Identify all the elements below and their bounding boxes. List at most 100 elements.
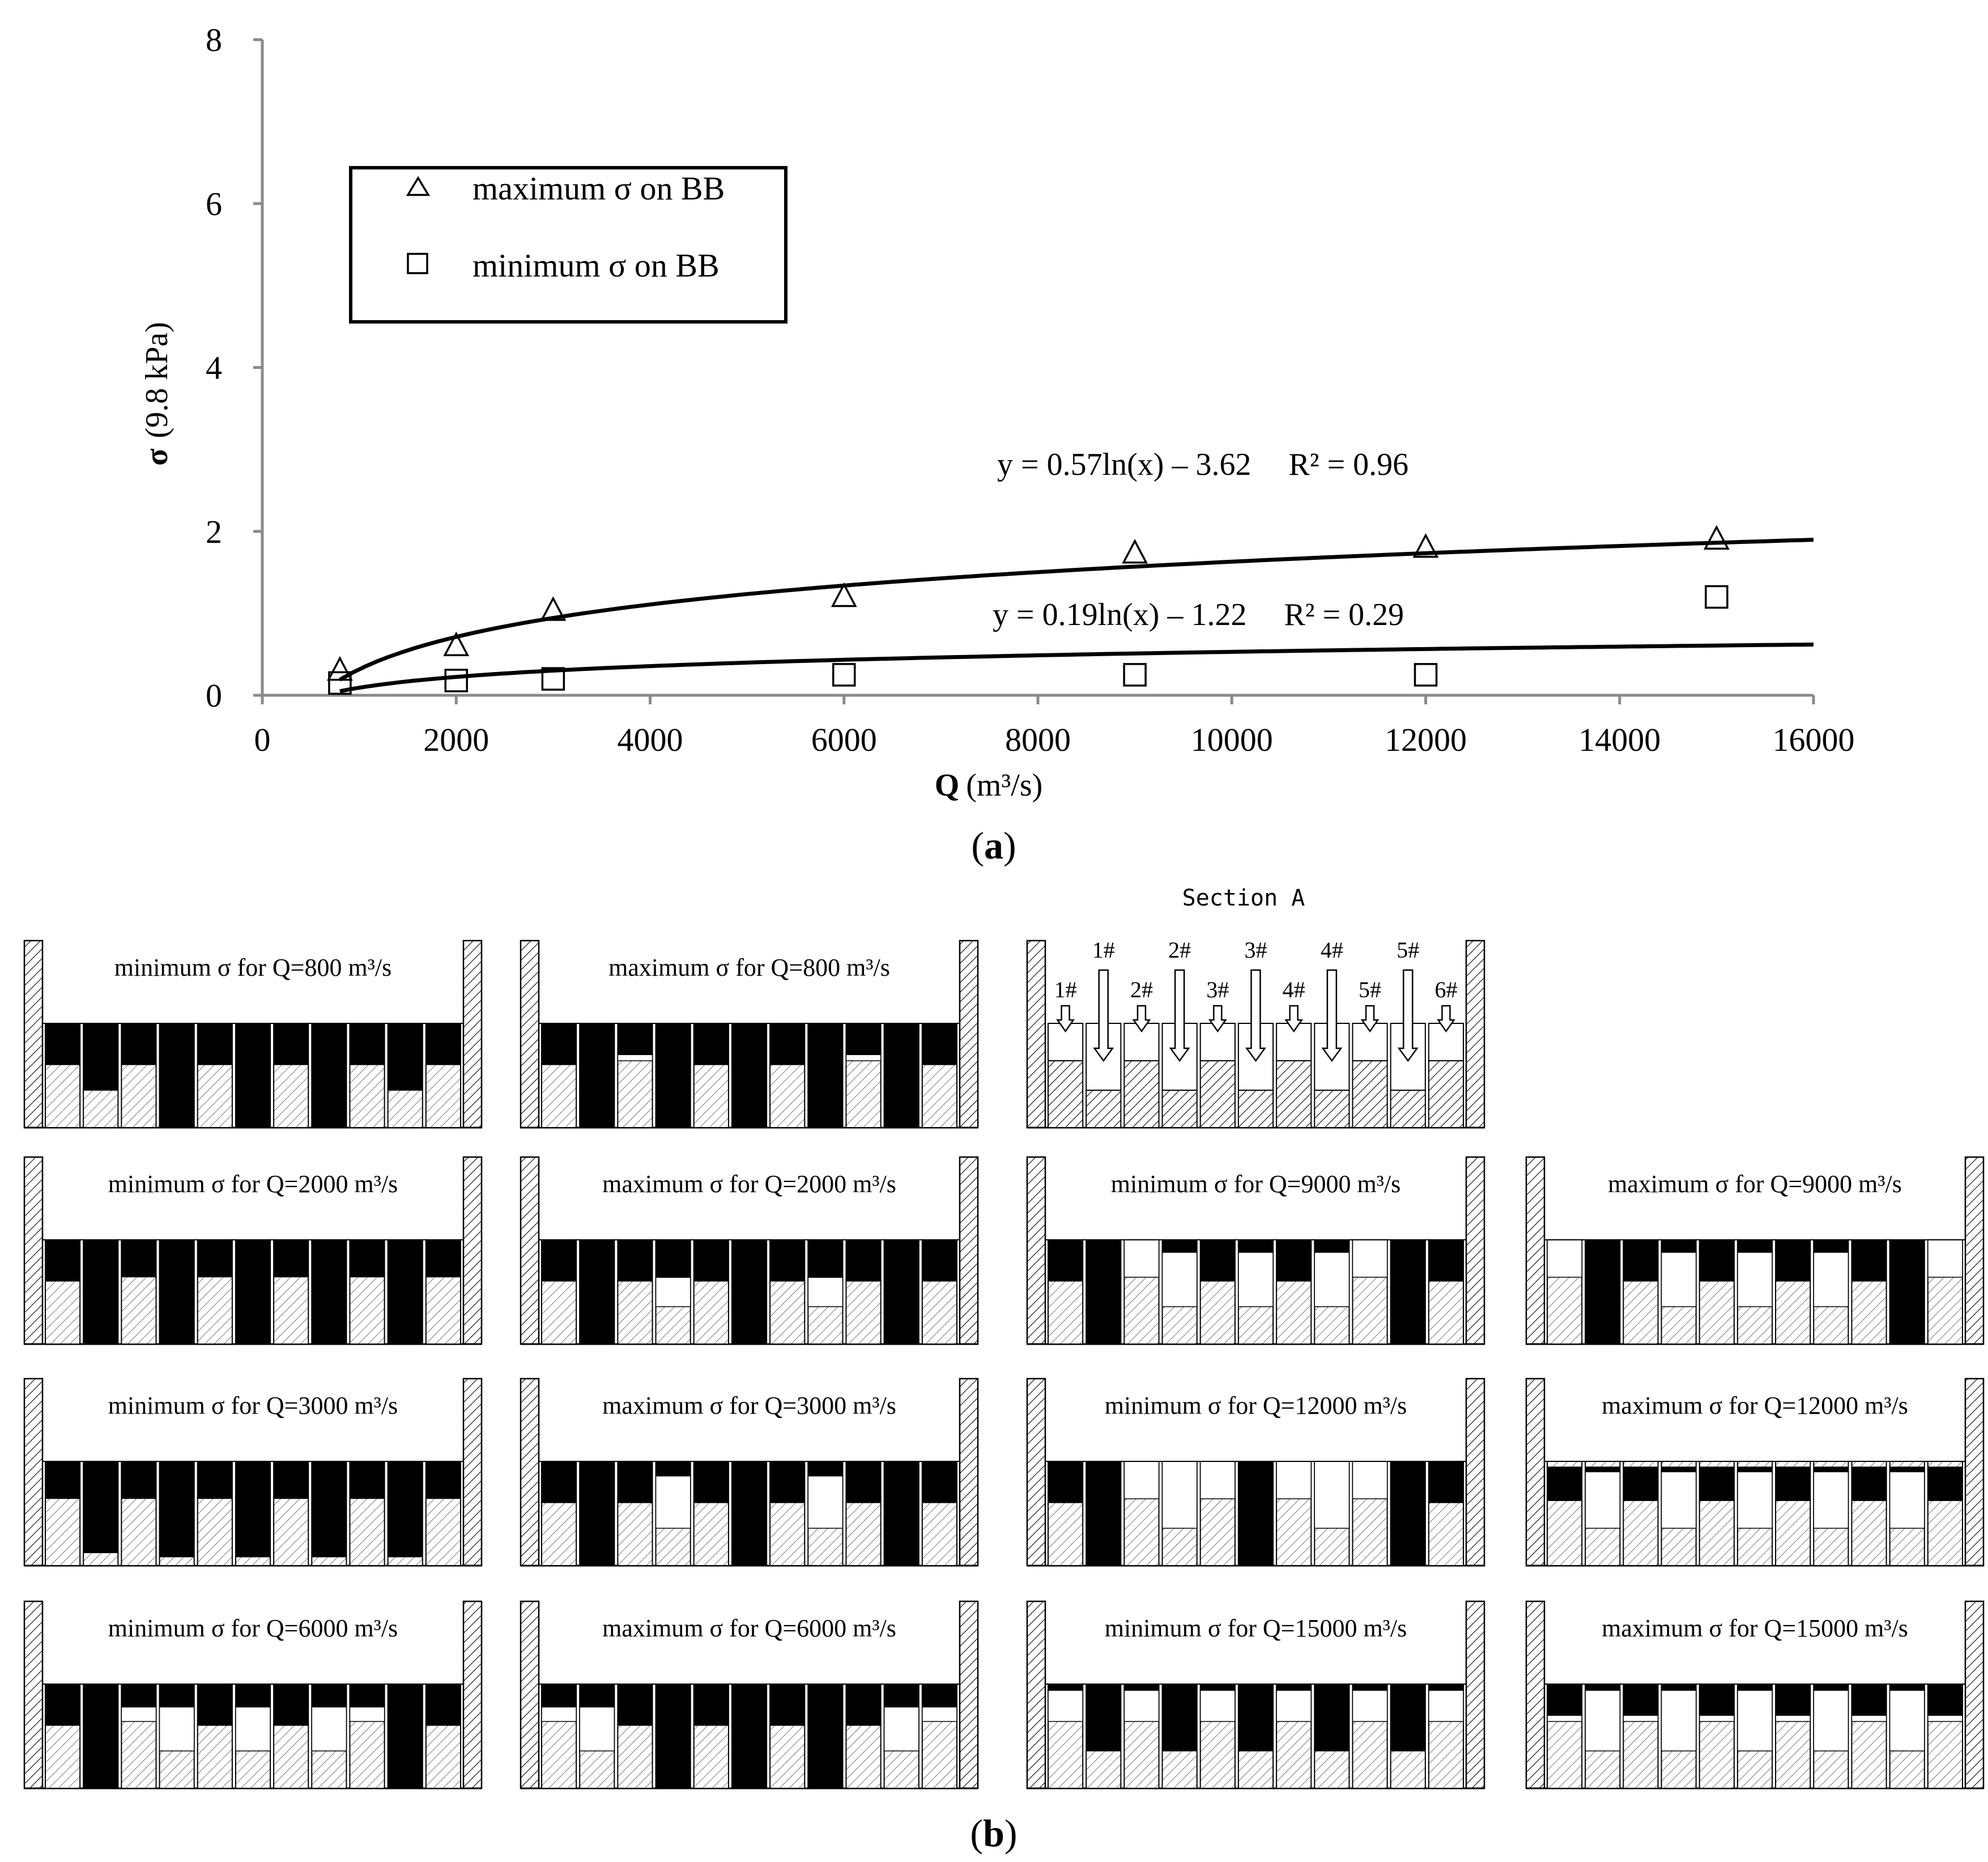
black-zone <box>1238 1240 1274 1253</box>
black-zone <box>542 1023 577 1065</box>
trendline-min <box>339 642 1814 694</box>
schematic-panel: maximum σ for Q=15000 m³/s <box>1525 1600 1985 1789</box>
void-zone <box>1737 1690 1773 1752</box>
black-zone <box>45 1240 80 1282</box>
void-zone <box>1698 1715 1735 1722</box>
black-zone <box>1585 1240 1620 1344</box>
void-zone <box>655 1277 691 1307</box>
black-zone <box>1428 1684 1463 1691</box>
black-zone <box>350 1461 385 1499</box>
right-wall <box>462 939 483 1129</box>
x-tick-label: 8000 <box>1005 721 1071 758</box>
black-zone <box>1889 1466 1925 1472</box>
black-zone <box>388 1461 423 1558</box>
black-zone <box>580 1684 615 1707</box>
black-zone <box>235 1684 271 1707</box>
section-a-panel: 1# 1# 2# 2# 3# 3# 4# 4# 5# 5# 6# <box>1026 937 1485 1129</box>
right-wall <box>1465 1156 1485 1345</box>
right-wall <box>462 1378 483 1567</box>
black-zone <box>1585 1684 1620 1691</box>
caption-b: (b) <box>970 1812 1017 1855</box>
black-zone <box>846 1240 881 1282</box>
panel-title: minimum σ for Q=6000 m³/s <box>108 1614 398 1642</box>
y-tick-label: 4 <box>206 350 222 386</box>
deep-gate-label: 4# <box>1321 937 1343 963</box>
black-zone <box>808 1240 843 1278</box>
black-zone <box>350 1023 385 1065</box>
floor-block <box>1085 1090 1122 1128</box>
black-zone <box>121 1023 156 1065</box>
black-zone <box>1737 1684 1773 1691</box>
black-zone <box>1276 1684 1312 1691</box>
black-zone <box>274 1461 309 1499</box>
short-arrow-icon <box>1132 1005 1151 1033</box>
schematic-panel: maximum σ for Q=9000 m³/s <box>1525 1156 1985 1345</box>
caption-a: (a) <box>971 824 1016 867</box>
black-zone <box>693 1023 729 1065</box>
black-zone <box>121 1240 156 1278</box>
black-zone <box>1428 1240 1463 1282</box>
black-zone <box>1086 1240 1121 1344</box>
right-wall <box>959 939 979 1129</box>
void-zone <box>1123 1461 1160 1499</box>
black-zone <box>846 1684 881 1726</box>
black-zone <box>425 1684 461 1726</box>
void-zone <box>1123 1239 1160 1278</box>
right-wall <box>1964 1378 1985 1567</box>
void-zone <box>311 1706 347 1752</box>
point-min-sigma <box>832 663 856 687</box>
void-zone <box>922 1706 957 1722</box>
panel-title: minimum σ for Q=9000 m³/s <box>1111 1170 1401 1198</box>
black-zone <box>731 1023 767 1128</box>
black-zone <box>1276 1240 1312 1282</box>
void-zone <box>1813 1471 1849 1529</box>
black-zone <box>235 1023 271 1128</box>
black-zone <box>770 1023 805 1065</box>
void-zone <box>159 1706 195 1752</box>
black-zone <box>388 1023 423 1090</box>
shallow-gate-label: 3# <box>1206 977 1229 1002</box>
deep-gate-label: 1# <box>1092 937 1115 963</box>
floor-block <box>1237 1090 1274 1128</box>
black-zone <box>808 1023 843 1128</box>
black-zone <box>655 1461 691 1476</box>
short-arrow-icon <box>1208 1005 1227 1033</box>
black-zone <box>1048 1684 1083 1691</box>
black-zone <box>1086 1461 1121 1566</box>
black-zone <box>922 1023 957 1065</box>
right-wall <box>462 1156 483 1345</box>
trendline-max <box>339 538 1814 682</box>
schematic-panel: minimum σ for Q=2000 m³/s <box>23 1156 483 1345</box>
x-tick-label: 10000 <box>1191 721 1273 758</box>
black-zone <box>542 1684 577 1707</box>
void-zone <box>579 1706 615 1752</box>
point-min-sigma <box>328 671 352 695</box>
void-zone <box>1352 1690 1388 1722</box>
void-zone <box>235 1706 271 1752</box>
deep-gate-label: 5# <box>1397 937 1419 963</box>
void-zone <box>1775 1715 1811 1722</box>
black-zone <box>693 1684 729 1726</box>
long-arrow-icon <box>1245 969 1266 1062</box>
x-tick-label: 16000 <box>1773 721 1855 758</box>
black-zone <box>1851 1466 1887 1501</box>
black-zone <box>731 1240 767 1344</box>
void-zone <box>655 1476 691 1529</box>
panel-title: minimum σ for Q=800 m³/s <box>114 954 392 981</box>
y-axis-title: σ (9.8 kPa) <box>139 322 174 466</box>
black-zone <box>235 1240 271 1344</box>
black-zone <box>580 1461 615 1566</box>
black-zone <box>83 1461 118 1553</box>
black-zone <box>884 1684 919 1707</box>
shallow-gate-label: 1# <box>1054 977 1077 1002</box>
floor-block <box>1199 1060 1236 1128</box>
black-zone <box>121 1684 156 1707</box>
floor-block <box>1161 1090 1198 1128</box>
right-wall <box>959 1600 979 1789</box>
void-zone <box>1048 1690 1083 1722</box>
black-zone <box>1776 1466 1811 1501</box>
point-min-sigma <box>541 667 565 691</box>
void-zone <box>1352 1461 1388 1499</box>
schematic-panel: maximum σ for Q=800 m³/s <box>520 939 979 1129</box>
black-zone <box>197 1684 232 1726</box>
